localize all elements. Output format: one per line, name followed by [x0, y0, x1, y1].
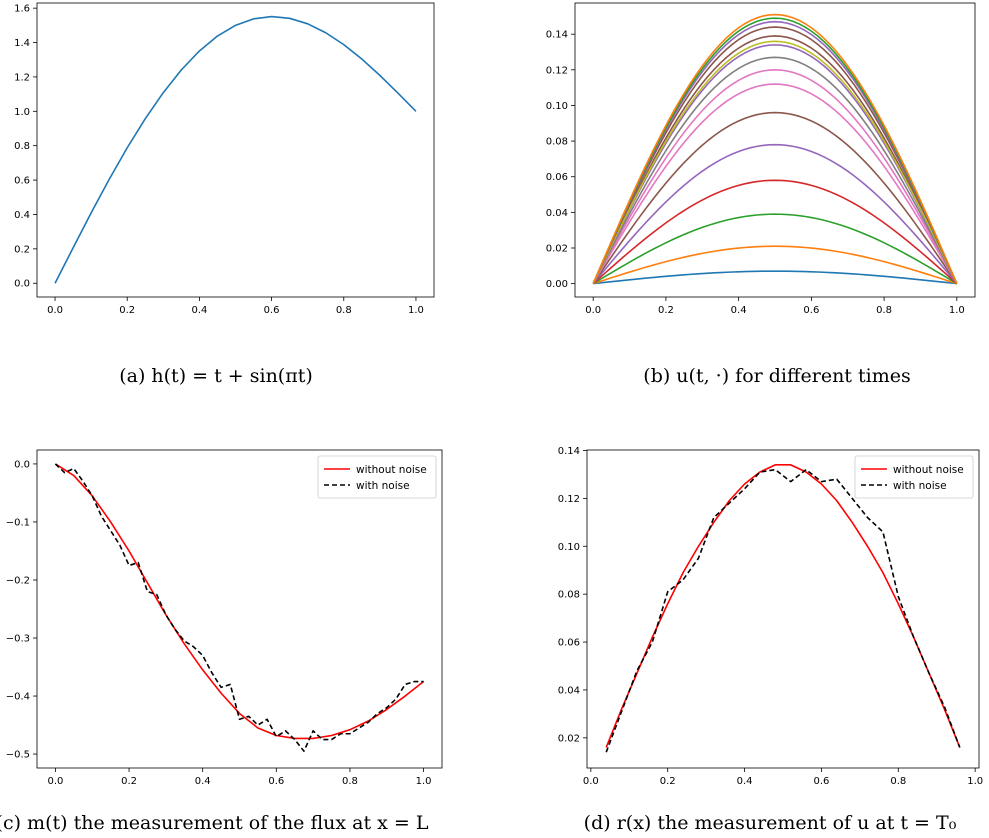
series-line-1: [605, 468, 961, 753]
y-tick-label: 0.14: [546, 30, 568, 41]
y-tick-label: 0.06: [558, 638, 580, 649]
series-line-0: [605, 464, 961, 748]
series-line-1: [54, 463, 424, 752]
x-tick-label: 0.0: [583, 776, 599, 787]
x-tick-label: 0.4: [731, 305, 747, 316]
legend: without noise with noise: [854, 455, 974, 499]
y-tick-label: 0.12: [546, 65, 568, 76]
y-tick-label: 0.08: [546, 137, 568, 148]
series-line-15: [592, 13, 958, 284]
legend-box: [854, 455, 974, 499]
series-line-2: [592, 213, 958, 285]
series-line-11: [592, 40, 958, 284]
legend: without noise with noise: [317, 455, 437, 499]
y-tick-label: 0.0: [14, 459, 30, 470]
y-tick-label: −0.5: [6, 750, 30, 761]
y-tick-label: 0.10: [546, 101, 568, 112]
axes-frame: [36, 449, 443, 769]
legend-entry: with noise: [356, 480, 410, 492]
x-tick-label: 1.0: [416, 776, 432, 787]
series-line-6: [592, 83, 958, 285]
x-tick-label: 0.6: [813, 776, 829, 787]
series-line-13: [592, 20, 958, 284]
series-line-10: [592, 35, 958, 284]
x-tick-label: 1.0: [967, 776, 983, 787]
axes-frame: [36, 2, 435, 298]
x-tick-label: 0.4: [195, 776, 211, 787]
series-line-5: [592, 111, 958, 285]
legend-entry: without noise: [893, 464, 964, 476]
y-tick-label: 0.4: [14, 210, 30, 221]
y-tick-label: 1.4: [14, 38, 30, 49]
y-tick-label: 0.6: [14, 176, 30, 187]
x-tick-label: 0.8: [876, 305, 892, 316]
y-tick-label: 0.10: [558, 542, 580, 553]
axes-frame: [586, 449, 980, 769]
y-tick-label: 0.12: [558, 494, 580, 505]
series-line-3: [592, 179, 958, 285]
series-line-0: [593, 270, 957, 285]
x-tick-label: 0.0: [47, 776, 63, 787]
y-tick-label: 0.0: [14, 279, 30, 290]
x-tick-label: 1.0: [408, 305, 424, 316]
panel-b-chart: 0.0 0.2 0.4 0.6 0.8 1.0 0.00 0.02 0.04 0.06 0.08 0.…: [546, 2, 976, 316]
y-tick-label: 0.14: [558, 446, 580, 457]
y-tick-label: 0.02: [558, 733, 580, 744]
y-tick-label: 0.8: [14, 141, 30, 152]
panel-c-chart: 0.0 0.2 0.4 0.6 0.8 1.0 0.0 −0.1 −0.2 −0.3 −0.4 −0.…: [6, 449, 443, 787]
x-tick-label: 0.2: [658, 305, 674, 316]
series-line-9: [592, 44, 958, 284]
y-tick-label: 0.02: [546, 244, 568, 255]
legend-entry: with noise: [893, 480, 947, 492]
y-tick-label: −0.4: [6, 692, 30, 703]
series-line-1: [592, 245, 958, 285]
x-tick-label: 0.8: [336, 305, 352, 316]
series-group: [605, 464, 961, 753]
x-tick-label: 0.0: [47, 305, 63, 316]
x-tick-label: 0.6: [264, 305, 280, 316]
panel-a-chart: 0.0 0.2 0.4 0.6 0.8 1.0 0.0 0.2 0.4 0.6 0.8 1.0 1.2 1…: [14, 2, 435, 316]
x-tick-label: 0.4: [737, 776, 753, 787]
x-tick-label: 0.2: [119, 305, 135, 316]
series-line-4: [592, 143, 958, 285]
series-group: [54, 463, 425, 752]
axes-frame: [574, 2, 976, 298]
y-tick-label: 0.08: [558, 590, 580, 601]
legend-entry: without noise: [356, 464, 427, 476]
y-tick-label: −0.1: [6, 517, 30, 528]
x-tick-label: 0.8: [342, 776, 358, 787]
y-tick-label: 1.2: [14, 72, 30, 83]
y-tick-label: −0.3: [6, 634, 30, 645]
legend-box: [317, 455, 437, 499]
y-tick-label: 0.04: [558, 685, 580, 696]
series-group: [592, 13, 958, 285]
y-tick-label: 1.0: [14, 107, 30, 118]
series-line-0: [54, 463, 425, 740]
caption-c: (c) m(t) the measurement of the flux at …: [0, 812, 429, 834]
x-tick-label: 0.4: [191, 305, 207, 316]
x-tick-label: 0.2: [660, 776, 676, 787]
y-tick-label: 0.06: [546, 172, 568, 183]
series-group: [54, 15, 417, 284]
x-tick-label: 0.2: [121, 776, 137, 787]
x-tick-label: 0.6: [268, 776, 284, 787]
series-line-0: [54, 15, 417, 284]
panel-d-chart: 0.0 0.2 0.4 0.6 0.8 1.0 0.02 0.04 0.06 0.08 0.10 0.…: [558, 446, 983, 787]
y-tick-label: 1.6: [14, 4, 30, 15]
x-tick-label: 0.8: [890, 776, 906, 787]
x-tick-label: 0.0: [585, 305, 601, 316]
series-line-8: [592, 56, 958, 285]
caption-d: (d) r(x) the measurement of u at t = T₀: [584, 812, 957, 834]
y-tick-label: 0.2: [14, 244, 30, 255]
x-tick-label: 1.0: [949, 305, 965, 316]
caption-a: (a) h(t) = t + sin(πt): [119, 365, 313, 387]
y-tick-label: 0.00: [546, 279, 568, 290]
series-line-12: [592, 26, 958, 284]
y-tick-label: 0.04: [546, 208, 568, 219]
series-line-7: [592, 69, 958, 285]
caption-b: (b) u(t, ·) for different times: [643, 365, 910, 387]
y-tick-label: −0.2: [6, 575, 30, 586]
x-tick-label: 0.6: [803, 305, 819, 316]
